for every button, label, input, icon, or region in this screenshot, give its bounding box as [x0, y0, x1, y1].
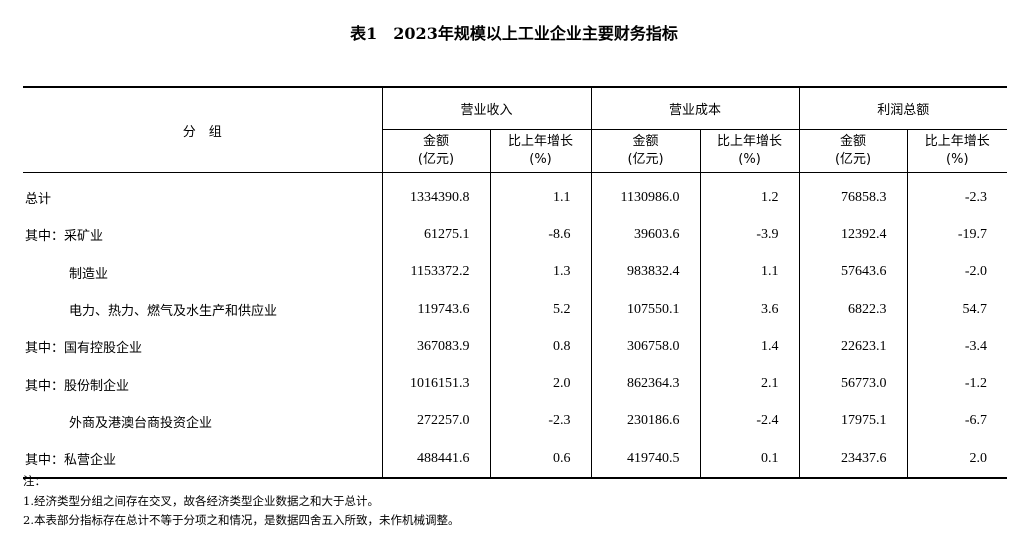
table-row: 其中：采矿业 61275.1 -8.6 39603.6 -3.9 12392.4 -19.7: [23, 216, 1008, 254]
growth-cell: 5.2: [489, 290, 592, 329]
notes: 注： 1.经济类型分组之间存在交叉，故各经济类型企业数据之和大于总计。 2.本表…: [23, 472, 459, 531]
row-label: 其中：采矿业: [25, 229, 104, 245]
growth-cell: -1.2: [906, 365, 1008, 403]
amount-cell: 306758.0: [590, 328, 701, 366]
amount-cell: 107550.1: [590, 290, 701, 329]
amount-cell: 12392.4: [798, 216, 908, 254]
table-row: 其中：股份制企业 1016151.3 2.0 862364.3 2.1 56773.0 -1…: [23, 365, 1008, 403]
financial-indicators-table: 分 组 营业收入 营业成本 利润总额 金额 (亿元) 比上年增长 (%) 金额 (亿元…: [23, 86, 1008, 480]
growth-cell: 3.6: [699, 290, 800, 329]
note-1: 1.经济类型分组之间存在交叉，故各经济类型企业数据之和大于总计。: [23, 493, 379, 508]
growth-cell: 2.1: [699, 365, 800, 403]
amount-cell: 1153372.2: [381, 253, 490, 291]
row-label: 总计: [25, 192, 52, 208]
section-header-revenue: 营业收入: [381, 86, 592, 130]
growth-cell: 0.6: [489, 440, 592, 480]
amount-cell: 17975.1: [798, 402, 908, 441]
amount-cell: 23437.6: [798, 440, 908, 480]
notes-label: 注：: [23, 474, 46, 488]
growth-cell: 1.3: [489, 253, 592, 291]
growth-cell: -3.4: [906, 328, 1008, 366]
growth-cell: 0.8: [489, 328, 592, 366]
growth-header: 比上年增长 (%): [699, 129, 800, 173]
growth-header: 比上年增长 (%): [489, 129, 592, 173]
growth-cell: -2.3: [906, 172, 1008, 217]
growth-cell: 2.0: [906, 440, 1008, 480]
row-label: 其中：股份制企业: [25, 378, 130, 394]
growth-cell: -2.0: [906, 253, 1008, 291]
section-header-cost: 营业成本: [590, 86, 800, 130]
amount-cell: 983832.4: [590, 253, 701, 291]
row-label: 电力、热力、燃气及水生产和供应业: [69, 304, 278, 320]
growth-cell: 1.1: [489, 172, 592, 217]
growth-cell: 1.1: [699, 253, 800, 291]
amount-cell: 862364.3: [590, 365, 701, 403]
section-header-profit: 利润总额: [798, 86, 1008, 130]
row-label: 外商及港澳台商投资企业: [69, 415, 213, 431]
group-header: 分 组: [23, 86, 382, 173]
amount-cell: 76858.3: [798, 172, 908, 217]
growth-cell: 1.2: [699, 172, 800, 217]
amount-header: 金额 (亿元): [590, 129, 701, 173]
growth-cell: 54.7: [906, 290, 1008, 329]
row-label: 其中：国有控股企业: [25, 341, 143, 357]
row-label: 制造业: [69, 266, 109, 282]
table-row: 电力、热力、燃气及水生产和供应业 119743.6 5.2 107550.1 3.6 68…: [23, 290, 1008, 329]
amount-cell: 1016151.3: [381, 365, 490, 403]
growth-cell: -3.9: [699, 216, 800, 254]
amount-cell: 22623.1: [798, 328, 908, 366]
amount-cell: 57643.6: [798, 253, 908, 291]
row-label: 其中：私营企业: [23, 440, 382, 480]
growth-cell: 1.4: [699, 328, 800, 366]
amount-cell: 1130986.0: [590, 172, 701, 217]
amount-cell: 119743.6: [381, 290, 490, 329]
amount-cell: 419740.5: [590, 440, 701, 480]
growth-cell: 0.1: [699, 440, 800, 480]
amount-cell: 56773.0: [798, 365, 908, 403]
growth-cell: -19.7: [906, 216, 1008, 254]
amount-cell: 488441.6: [381, 440, 490, 480]
growth-cell: -2.4: [699, 402, 800, 441]
table-row: 总计 1334390.8 1.1 1130986.0 1.2 76858.3 -2.3: [23, 172, 1008, 217]
amount-cell: 272257.0: [381, 402, 490, 441]
growth-cell: -2.3: [489, 402, 592, 441]
table-row: 其中：私营企业 488441.6 0.6 419740.5 0.1 23437.6 2.0: [23, 440, 1008, 480]
note-2: 2.本表部分指标存在总计不等于分项之和情况，是数据四舍五入所致，未作机械调整。: [23, 513, 460, 527]
table-row: 制造业 1153372.2 1.3 983832.4 1.1 57643.6 -2.0: [23, 253, 1008, 291]
amount-cell: 6822.3: [798, 290, 908, 329]
amount-header: 金额 (亿元): [381, 129, 490, 173]
table-row: 其中：国有控股企业 367083.9 0.8 306758.0 1.4 22623.1 -3…: [23, 328, 1008, 366]
amount-header: 金额 (亿元): [798, 129, 908, 173]
amount-cell: 61275.1: [381, 216, 490, 254]
table-row: 外商及港澳台商投资企业 272257.0 -2.3 230186.6 -2.4 17975…: [23, 402, 1008, 441]
table-title: 表1 2023年规模以上工业企业主要财务指标: [350, 24, 678, 43]
amount-cell: 230186.6: [590, 402, 701, 441]
growth-cell: -8.6: [489, 216, 592, 254]
amount-cell: 1334390.8: [381, 172, 490, 217]
amount-cell: 367083.9: [381, 328, 490, 366]
amount-cell: 39603.6: [590, 216, 701, 254]
growth-header: 比上年增长 (%): [906, 129, 1008, 173]
growth-cell: 2.0: [489, 365, 592, 403]
growth-cell: -6.7: [906, 402, 1008, 441]
